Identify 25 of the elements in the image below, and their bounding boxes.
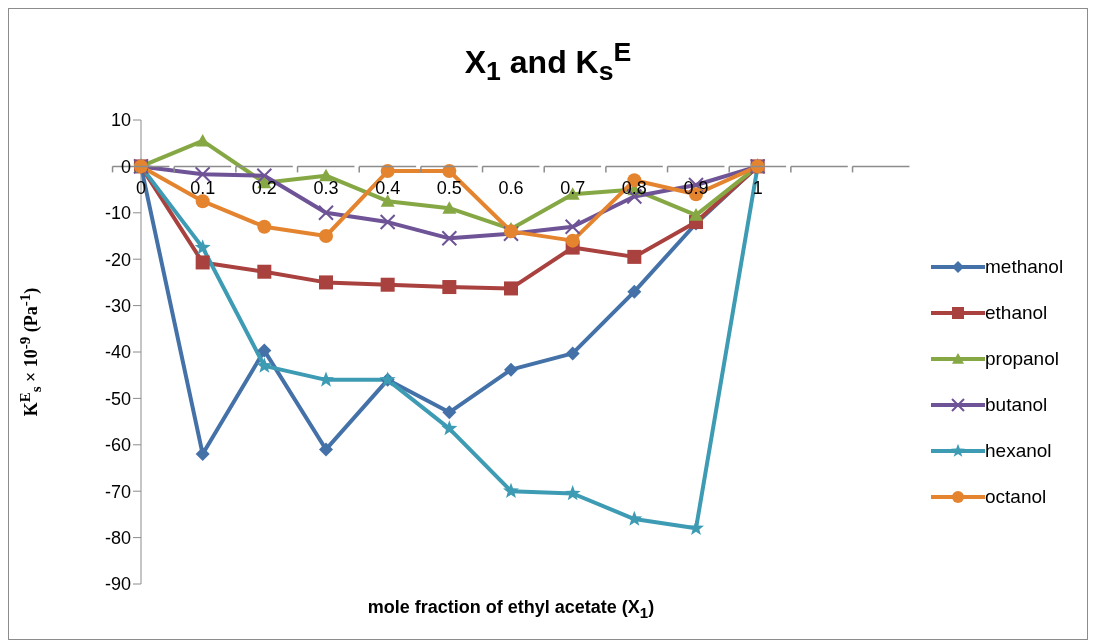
y-tick-label: 0	[120, 156, 131, 177]
y-tick-label: -60	[104, 435, 131, 456]
x-tick-label: 0.1	[190, 178, 216, 199]
legend-label: butanol	[985, 394, 1048, 416]
legend-label: ethanol	[985, 302, 1048, 324]
x-tick-label: 0.5	[436, 178, 462, 199]
y-tick-label: -10	[104, 203, 131, 224]
legend-label: octanol	[985, 486, 1047, 508]
x-tick-label: 0.3	[313, 178, 339, 199]
legend-label: propanol	[985, 348, 1059, 370]
x-axis-title: mole fraction of ethyl acetate (X$_{1}$)	[366, 597, 656, 621]
y-tick-label: -30	[104, 295, 131, 316]
y-tick-label: -50	[104, 388, 131, 409]
x-tick-label: 0.9	[683, 178, 709, 199]
y-tick-label: -80	[104, 527, 131, 548]
y-tick-label: -70	[104, 481, 131, 502]
x-tick-label: 0.4	[375, 178, 401, 199]
x-tick-label: 0.2	[251, 178, 277, 199]
y-tick-label: 10	[110, 110, 131, 131]
y-tick-label: -40	[104, 342, 131, 363]
legend-label: methanol	[985, 256, 1064, 278]
x-tick-label: 0.6	[498, 178, 524, 199]
y-tick-label: -20	[104, 249, 131, 270]
y-tick-label: -90	[104, 574, 131, 595]
legend-label: hexanol	[985, 440, 1052, 462]
